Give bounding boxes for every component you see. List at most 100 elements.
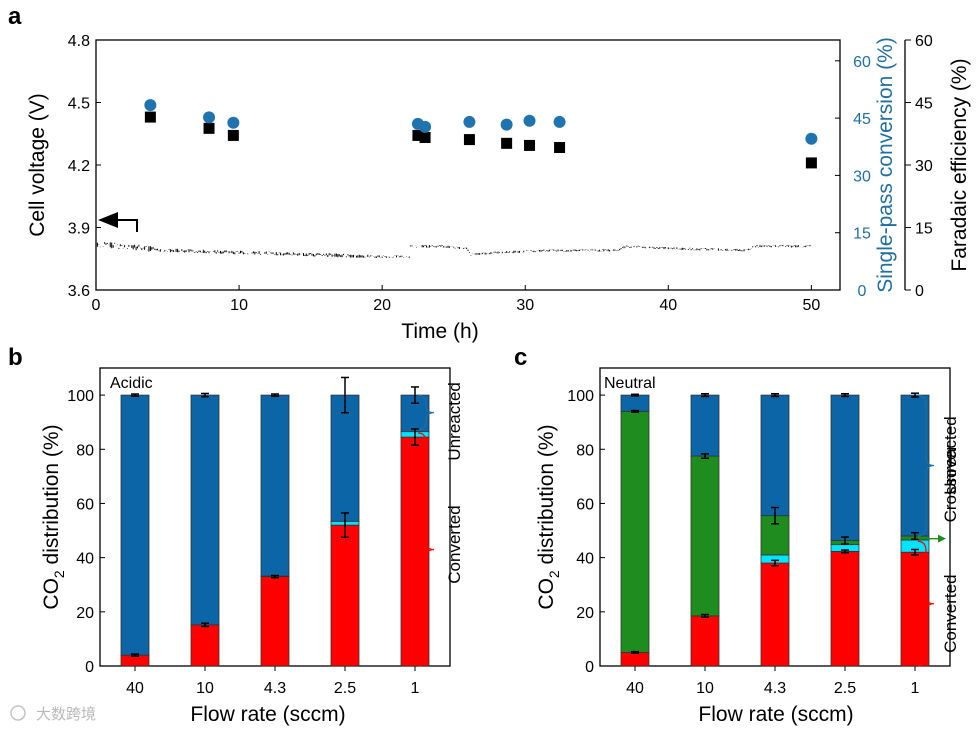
single-pass-conversion-point <box>553 115 566 128</box>
faradaic-efficiency-point <box>144 111 156 123</box>
panel-c-xlabel: Flow rate (sccm) <box>698 703 853 726</box>
single-pass-conversion-point <box>805 132 818 145</box>
panel-a-ytick-label: 3.9 <box>68 221 90 238</box>
panel-a-frame <box>95 39 841 291</box>
panel-a-xtick-label: 50 <box>802 297 820 314</box>
faradaic-efficiency-point <box>412 129 424 141</box>
panel-c-ytick-label: 100 <box>567 388 594 405</box>
panel-b-ylabel-main: CO <box>40 578 63 610</box>
panel-a-xtick-label: 0 <box>92 297 101 314</box>
panel-a-y2tick-label: 45 <box>853 111 871 128</box>
panel-label-c: c <box>514 344 527 371</box>
panel-b-converted-label: Converted <box>445 505 464 583</box>
panel-c-xtick-label: 1 <box>911 680 920 697</box>
panel-a-y2tick-label: 60 <box>853 54 871 71</box>
panel-b-bar-segment <box>330 394 360 522</box>
panel-a-y3tick-label: 45 <box>915 96 933 113</box>
faradaic-efficiency-point <box>805 157 817 169</box>
panel-a-xtick-label: 10 <box>230 297 248 314</box>
panel-c-ylabel-sub: 2 <box>546 570 562 578</box>
panel-a-xtick-label: 30 <box>516 297 534 314</box>
panel-c-crossover-label: Crossover <box>941 445 960 523</box>
panel-c-xtick-label: 2.5 <box>834 680 856 697</box>
panel-b-xtick-label: 2.5 <box>334 680 356 697</box>
panel-a-plot <box>95 99 818 258</box>
panel-a-y3tick-label: 30 <box>915 158 933 175</box>
panel-b-ytick-label: 80 <box>76 442 94 459</box>
panel-c-bar-segment <box>760 394 790 517</box>
distribution-brackets: UnreactedConvertedUnreactedCrossoverConv… <box>417 382 960 667</box>
panel-b-ylabel-rest: distribution (%) <box>40 424 63 570</box>
panel-b-ytick-label: 20 <box>76 605 94 622</box>
panel-b-bar-segment <box>190 624 220 667</box>
panel-b-ylabel-sub: 2 <box>51 570 67 578</box>
panel-a-xtick-label: 20 <box>373 297 391 314</box>
panel-a-ytick-label: 3.6 <box>68 283 90 300</box>
single-pass-conversion-point <box>500 118 513 131</box>
panel-b-bar-segment <box>120 394 150 656</box>
panel-c-ytick-label: 60 <box>576 496 594 513</box>
panel-c-ylabel: CO2 distribution (%) <box>535 424 562 609</box>
panel-b-bar-segment <box>260 576 290 667</box>
panel-b-ytick-label: 60 <box>76 496 94 513</box>
panel-a-y2tick-label: 0 <box>858 283 867 300</box>
panel-c-xtick-label: 10 <box>696 680 714 697</box>
panel-c-plot: 0 20 40 60 80 100 40 10 4.3 2.5 1 <box>567 388 930 697</box>
panel-b-xtick-label: 40 <box>126 680 144 697</box>
panel-c-crossover-arrowhead-icon <box>938 534 946 543</box>
panel-b-xtick-label: 4.3 <box>264 680 286 697</box>
panel-c-converted-label: Converted <box>941 574 960 652</box>
panel-a-y3tick-label: 0 <box>915 283 924 300</box>
panel-b-annotation: Acidic <box>110 375 153 392</box>
panel-c-unreacted-bracket <box>917 394 935 537</box>
panel-c-ytick-label: 0 <box>585 659 594 676</box>
panel-b-unreacted-bracket <box>417 394 435 431</box>
watermark: 大数跨境 <box>10 705 96 723</box>
panel-c-bar-segment <box>900 394 930 537</box>
panel-c-ytick-label: 80 <box>576 442 594 459</box>
panel-c-ytick-label: 20 <box>576 605 594 622</box>
panel-b-xlabel: Flow rate (sccm) <box>190 703 345 726</box>
cell-voltage-trace <box>95 242 811 258</box>
panel-b-bar-segment <box>260 394 290 577</box>
panel-label-a: a <box>8 3 22 30</box>
faradaic-efficiency-point <box>501 137 513 149</box>
panel-c-ylabel-main: CO <box>535 578 558 610</box>
panel-c-bar-segment <box>900 551 930 667</box>
faradaic-efficiency-point <box>463 134 475 146</box>
single-pass-conversion-point <box>144 99 157 112</box>
panel-a-ylabel: Cell voltage (V) <box>26 93 49 237</box>
panel-b-xtick-label: 10 <box>196 680 214 697</box>
single-pass-conversion-point <box>203 111 216 124</box>
panel-a-xlabel: Time (h) <box>401 320 478 343</box>
panel-b-ytick-label: 100 <box>67 388 94 405</box>
single-pass-conversion-point <box>227 116 240 129</box>
panel-c-annotation: Neutral <box>604 375 656 392</box>
panel-c-xtick-label: 40 <box>626 680 644 697</box>
panel-c-bar-segment <box>690 455 720 617</box>
panel-c-bar-segment <box>830 394 860 541</box>
panel-a-ticks: 0 10 20 30 40 50 3.6 3.9 4.2 4.5 4.8 0 15 30 45 60 0 15 30… <box>68 33 933 314</box>
panel-b-bar-segment <box>330 524 360 667</box>
panel-b-ytick-label: 0 <box>85 659 94 676</box>
panel-b-plot: 0 20 40 60 80 100 40 10 4.3 2.5 1 <box>67 376 430 697</box>
watermark-logo-icon <box>10 705 26 721</box>
panel-b-converted-bracket <box>417 432 435 667</box>
single-pass-conversion-point <box>463 115 476 128</box>
watermark-text: 大数跨境 <box>36 705 96 723</box>
panel-c-xtick-label: 4.3 <box>764 680 786 697</box>
panel-label-b: b <box>8 344 23 371</box>
panel-c-converted-bracket <box>917 540 935 667</box>
faradaic-efficiency-point <box>203 122 215 134</box>
single-pass-conversion-point <box>523 114 536 127</box>
panel-a-y3tick-label: 60 <box>915 33 933 50</box>
panel-b-bar-segment <box>190 394 220 626</box>
panel-c-bar-segment <box>690 394 720 457</box>
panel-c-bar-segment <box>830 551 860 667</box>
panel-a-xtick-label: 40 <box>659 297 677 314</box>
panel-b-ytick-label: 40 <box>76 551 94 568</box>
panel-a-ytick-label: 4.5 <box>68 96 90 113</box>
faradaic-efficiency-point <box>554 142 566 153</box>
panel-a-ytick-label: 4.2 <box>68 158 90 175</box>
